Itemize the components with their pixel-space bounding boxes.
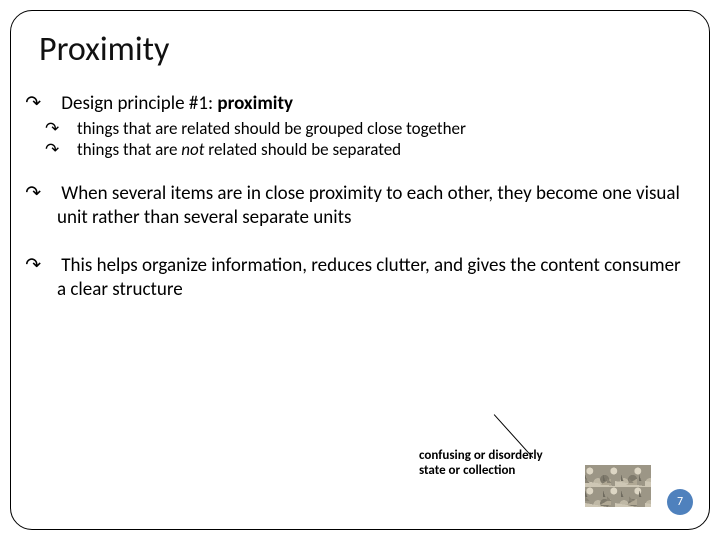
bullet-1-text-bold: proximity: [217, 92, 293, 115]
bullet-1b-post: related should be separated: [204, 139, 401, 160]
bullet-1a-text: things that are related should be groupe…: [77, 118, 466, 139]
bullet-3-text: This helps organize information, reduces…: [57, 254, 681, 301]
slide-title: Proximity: [11, 11, 709, 82]
bullet-glyph-icon: ↷: [61, 139, 77, 160]
clutter-image: [585, 465, 651, 507]
slide-frame: Proximity ↷Design principle #1: proximit…: [10, 10, 710, 530]
bullet-glyph-icon: ↷: [43, 92, 61, 116]
annotation-text: confusing or disorderly state or collect…: [419, 449, 543, 479]
bullet-1b-em: not: [181, 139, 204, 160]
spacer: [39, 232, 681, 254]
bullet-2: ↷When several items are in close proximi…: [39, 182, 681, 230]
bullet-glyph-icon: ↷: [61, 118, 77, 139]
bullet-1b-pre: things that are: [77, 139, 181, 160]
bullet-1: ↷Design principle #1: proximity: [39, 92, 681, 116]
bullet-glyph-icon: ↷: [43, 254, 61, 278]
spacer: [39, 160, 681, 182]
bullet-1b: ↷things that are not related should be s…: [61, 139, 681, 160]
page-number-badge: 7: [667, 489, 693, 515]
annotation-line-2: state or collection: [419, 464, 543, 479]
slide-body: ↷Design principle #1: proximity ↷things …: [11, 82, 709, 301]
bullet-glyph-icon: ↷: [43, 182, 61, 206]
bullet-1-text-pre: Design principle #1:: [61, 92, 217, 115]
bullet-2-text: When several items are in close proximit…: [57, 182, 680, 229]
bullet-3: ↷This helps organize information, reduce…: [39, 254, 681, 302]
annotation-line-1: confusing or disorderly: [419, 449, 543, 464]
bullet-1a: ↷things that are related should be group…: [61, 118, 681, 139]
